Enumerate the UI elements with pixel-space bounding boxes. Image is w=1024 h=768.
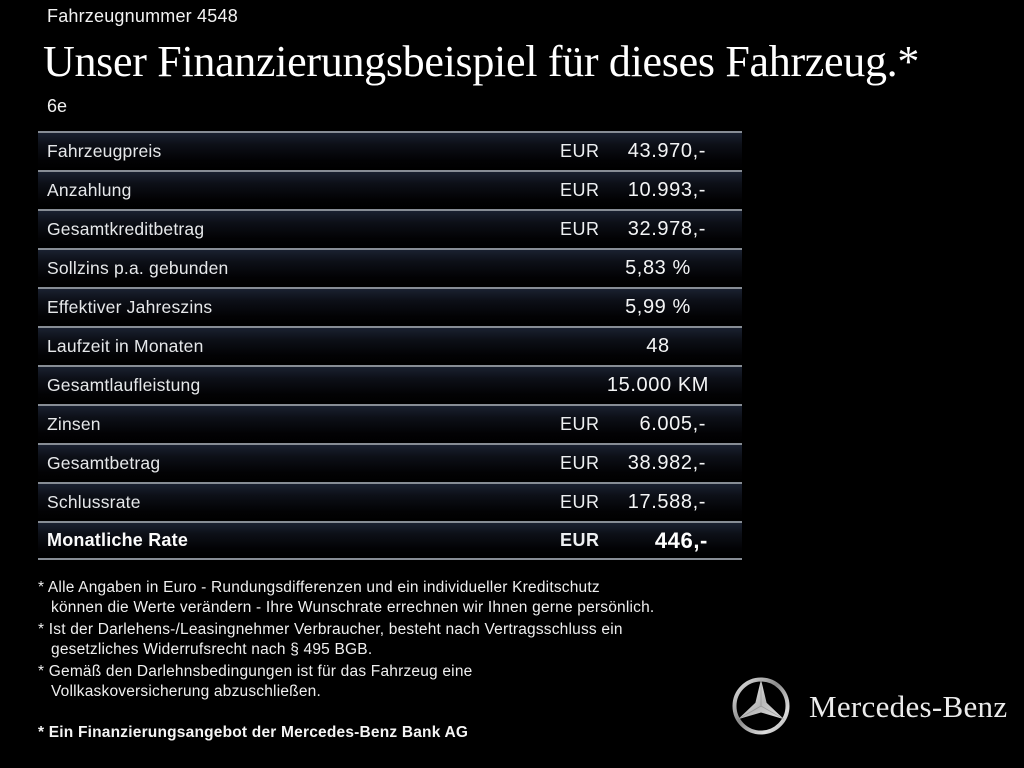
row-amount: 5,83 %: [625, 257, 691, 279]
table-row: Sollzins p.a. gebunden 5,83 %: [38, 248, 742, 287]
brand-wordmark: Mercedes-Benz: [809, 689, 1008, 724]
row-label: Gesamtlaufleistung: [47, 375, 201, 395]
row-label: Fahrzeugpreis: [47, 141, 162, 161]
row-value: EUR 446,-: [560, 523, 742, 558]
vehicle-number: Fahrzeugnummer 4548: [47, 6, 238, 26]
row-label: Monatliche Rate: [47, 530, 189, 550]
currency-unit: EUR: [560, 141, 600, 161]
table-row: Gesamtkreditbetrag EUR 32.978,-: [38, 209, 742, 248]
finance-table: Fahrzeugpreis EUR 43.970,- Anzahlung EUR…: [38, 131, 742, 560]
footnote-line: gesetzliches Widerrufsrecht nach § 495 B…: [51, 641, 373, 658]
row-label: Zinsen: [47, 414, 101, 434]
row-label: Anzahlung: [47, 180, 132, 200]
row-amount: 17.588,-: [627, 491, 706, 513]
row-amount: 5,99 %: [625, 296, 691, 318]
table-row: Anzahlung EUR 10.993,-: [38, 170, 742, 209]
row-label: Schlussrate: [47, 492, 141, 512]
row-amount: 48: [646, 335, 670, 357]
row-label: Effektiver Jahreszins: [47, 297, 213, 317]
currency-unit: EUR: [560, 180, 600, 200]
footnote: * Gemäß den Darlehnsbedingungen ist für …: [38, 662, 758, 702]
row-label: Gesamtbetrag: [47, 453, 161, 473]
row-label: Sollzins p.a. gebunden: [47, 258, 229, 278]
row-value: 15.000 KM: [560, 367, 742, 404]
table-row: Zinsen EUR 6.005,-: [38, 404, 742, 443]
row-value: EUR 38.982,-: [560, 445, 742, 482]
currency-unit: EUR: [560, 530, 600, 550]
row-amount: 446,-: [654, 527, 708, 553]
table-row: Schlussrate EUR 17.588,-: [38, 482, 742, 521]
row-label: Laufzeit in Monaten: [47, 336, 204, 356]
table-row-monthly-rate: Monatliche Rate EUR 446,-: [38, 521, 742, 560]
row-value: EUR 10.993,-: [560, 172, 742, 209]
financing-bank-note: * Ein Finanzierungsangebot der Mercedes-…: [38, 724, 469, 741]
footnote-line: * Ist der Darlehens-/Leasingnehmer Verbr…: [38, 621, 623, 638]
brand-logo: Mercedes-Benz: [729, 674, 1007, 738]
currency-unit: EUR: [560, 453, 600, 473]
row-amount: 6.005,-: [639, 413, 706, 435]
row-value: 5,99 %: [560, 289, 742, 326]
footnote: * Alle Angaben in Euro - Rundungsdiffere…: [38, 578, 758, 618]
table-row: Gesamtbetrag EUR 38.982,-: [38, 443, 742, 482]
table-row: Fahrzeugpreis EUR 43.970,-: [38, 131, 742, 170]
footnote-line: können die Werte verändern - Ihre Wunsch…: [51, 599, 655, 616]
currency-unit: EUR: [560, 414, 600, 434]
currency-unit: EUR: [560, 219, 600, 239]
footnotes-section: * Alle Angaben in Euro - Rundungsdiffere…: [38, 578, 758, 704]
table-row: Effektiver Jahreszins 5,99 %: [38, 287, 742, 326]
row-amount: 10.993,-: [627, 179, 706, 201]
footnote-line: * Gemäß den Darlehnsbedingungen ist für …: [38, 663, 473, 680]
row-amount: 15.000 KM: [606, 374, 710, 396]
row-label: Gesamtkreditbetrag: [47, 219, 205, 239]
footnote: * Ist der Darlehens-/Leasingnehmer Verbr…: [38, 620, 758, 660]
row-value: EUR 17.588,-: [560, 484, 742, 521]
row-amount: 38.982,-: [627, 452, 706, 474]
model-subtitle: 6e: [47, 96, 68, 116]
footnote-line: * Alle Angaben in Euro - Rundungsdiffere…: [38, 579, 600, 596]
row-value: EUR 32.978,-: [560, 211, 742, 248]
mercedes-star-icon: [732, 677, 790, 735]
table-row: Laufzeit in Monaten 48: [38, 326, 742, 365]
row-amount: 43.970,-: [627, 140, 706, 162]
table-row: Gesamtlaufleistung 15.000 KM: [38, 365, 742, 404]
currency-unit: EUR: [560, 492, 600, 512]
footnote-line: Vollkaskoversicherung abzuschließen.: [51, 683, 321, 700]
row-value: EUR 6.005,-: [560, 406, 742, 443]
page-title: Unser Finanzierungsbeispiel für dieses F…: [43, 37, 920, 86]
row-value: EUR 43.970,-: [560, 133, 742, 170]
row-amount: 32.978,-: [627, 218, 706, 240]
row-value: 5,83 %: [560, 250, 742, 287]
row-value: 48: [560, 328, 742, 365]
